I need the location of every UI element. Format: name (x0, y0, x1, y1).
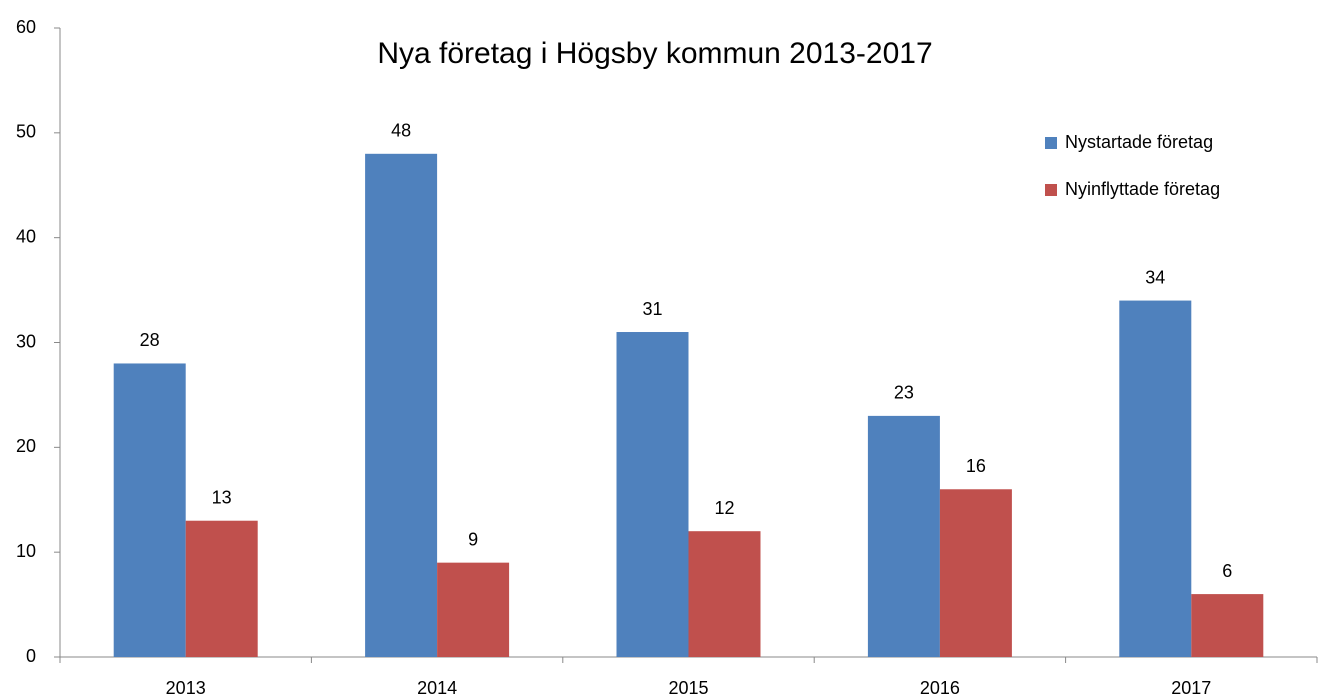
bar (616, 332, 689, 657)
y-tick-label: 50 (16, 122, 36, 142)
bar (1119, 300, 1192, 657)
x-tick-label: 2016 (920, 678, 960, 698)
x-tick-label: 2017 (1171, 678, 1211, 698)
legend-label: Nyinflyttade företag (1065, 179, 1220, 199)
data-label: 28 (140, 330, 160, 350)
bar (867, 415, 940, 657)
bar (437, 562, 510, 657)
x-tick-label: 2015 (668, 678, 708, 698)
bar (1191, 594, 1264, 657)
y-tick-label: 60 (16, 17, 36, 37)
bar (688, 531, 761, 657)
x-tick-label: 2014 (417, 678, 457, 698)
y-tick-label: 10 (16, 541, 36, 561)
data-label: 6 (1222, 561, 1232, 581)
data-label: 31 (642, 299, 662, 319)
legend-swatch (1045, 137, 1057, 149)
legend-label: Nystartade företag (1065, 132, 1213, 152)
legend-swatch (1045, 184, 1057, 196)
y-tick-label: 40 (16, 226, 36, 246)
data-label: 16 (966, 456, 986, 476)
bar (185, 520, 258, 657)
y-tick-label: 20 (16, 436, 36, 456)
data-label: 13 (212, 487, 232, 507)
y-tick-label: 30 (16, 331, 36, 351)
bar (365, 153, 438, 658)
y-tick-label: 0 (26, 646, 36, 666)
data-label: 23 (894, 383, 914, 403)
data-label: 34 (1145, 267, 1165, 287)
data-label: 12 (714, 498, 734, 518)
x-tick-label: 2013 (166, 678, 206, 698)
bar (939, 489, 1012, 657)
data-label: 9 (468, 529, 478, 549)
bar (113, 363, 186, 657)
chart-title: Nya företag i Högsby kommun 2013-2017 (377, 37, 932, 70)
data-label: 48 (391, 121, 411, 141)
